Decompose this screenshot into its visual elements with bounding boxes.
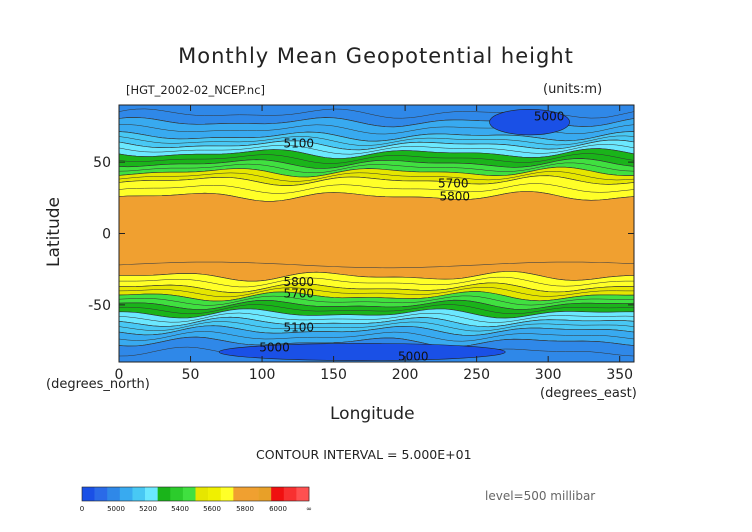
contour-label: 5700	[438, 177, 469, 191]
colorbar-swatch	[182, 487, 196, 501]
colorbar-tick-label: 0	[80, 505, 84, 513]
colorbar-swatch	[233, 487, 247, 501]
chart-title: Monthly Mean Geopotential height	[178, 44, 574, 68]
colorbar-swatch	[82, 487, 95, 501]
colorbar-swatch	[283, 487, 297, 501]
colorbar-swatch	[245, 487, 259, 501]
contour-label: 5800	[439, 189, 470, 203]
colorbar-swatch	[170, 487, 184, 501]
contour-line	[118, 261, 635, 269]
x-tick-label: 350	[606, 367, 633, 383]
colorbar-swatch	[132, 487, 146, 501]
colorbar-swatch	[157, 487, 171, 501]
colorbar-tick-label: 5400	[171, 505, 189, 513]
contour-line	[118, 162, 635, 174]
contour-label: 5000	[259, 341, 290, 355]
x-tick-label: 50	[182, 367, 200, 383]
contour-line	[118, 312, 635, 323]
contour-label: 5100	[284, 321, 315, 335]
contour-line	[118, 304, 635, 315]
level-label: level=500 millibar	[485, 489, 596, 503]
colorbar-tick-label: 5600	[203, 505, 221, 513]
colorbar-swatch	[208, 487, 222, 501]
colorbar-swatch	[271, 487, 285, 501]
y-tick-label: -50	[88, 298, 111, 314]
x-axis-label: Longitude	[330, 404, 415, 424]
colorbar-swatch	[145, 487, 158, 501]
colorbar-swatch	[94, 487, 108, 501]
contour-interval-label: CONTOUR INTERVAL = 5.000E+01	[256, 447, 472, 462]
contour-label: 5000	[398, 349, 429, 363]
contour-line	[118, 295, 635, 306]
colorbar-tick-label: 6000	[269, 505, 287, 513]
colorbar-tick-label: ∞	[306, 505, 312, 513]
contour-label: 5000	[534, 109, 565, 123]
units-label: (units:m)	[543, 82, 603, 97]
colorbar-swatch	[220, 487, 234, 501]
contour-line	[118, 153, 635, 164]
x-tick-label: 300	[535, 367, 562, 383]
x-unit-left-label: (degrees_north)	[46, 377, 150, 392]
colorbar-tick-label: 5000	[107, 505, 125, 513]
x-tick-label: 100	[249, 367, 276, 383]
colorbar-swatch	[119, 487, 133, 501]
x-unit-right-label: (degrees_east)	[540, 386, 637, 401]
colorbar-swatch	[195, 487, 209, 501]
y-tick-label: 50	[93, 155, 111, 171]
x-tick-label: 0	[115, 367, 124, 383]
colorbar-tick-label: 5800	[236, 505, 254, 513]
x-tick-label: 150	[320, 367, 347, 383]
contour-line	[118, 183, 635, 194]
contour-line	[118, 171, 635, 182]
colorbar-swatch	[296, 487, 310, 501]
colorbar-swatch	[258, 487, 272, 501]
contour-label: 5100	[284, 137, 315, 151]
contour-label: 5800	[284, 275, 315, 289]
colorbar-tick-label: 5200	[139, 505, 157, 513]
contour-line	[118, 135, 635, 146]
contour-line	[118, 331, 635, 342]
contour-label: 5700	[284, 286, 315, 300]
x-tick-label: 200	[392, 367, 419, 383]
contour-line	[118, 144, 635, 155]
x-tick-label: 250	[463, 367, 490, 383]
low-pressure-area	[218, 343, 506, 361]
contour-line	[118, 321, 635, 332]
low-pressure-area	[489, 108, 570, 136]
colorbar-frame	[81, 486, 310, 502]
dataset-subtitle: [HGT_2002-02_NCEP.nc]	[126, 83, 266, 97]
contour-line	[119, 276, 634, 288]
colorbar-swatch	[107, 487, 121, 501]
y-tick-label: 0	[102, 227, 111, 243]
contour-line	[118, 287, 634, 298]
